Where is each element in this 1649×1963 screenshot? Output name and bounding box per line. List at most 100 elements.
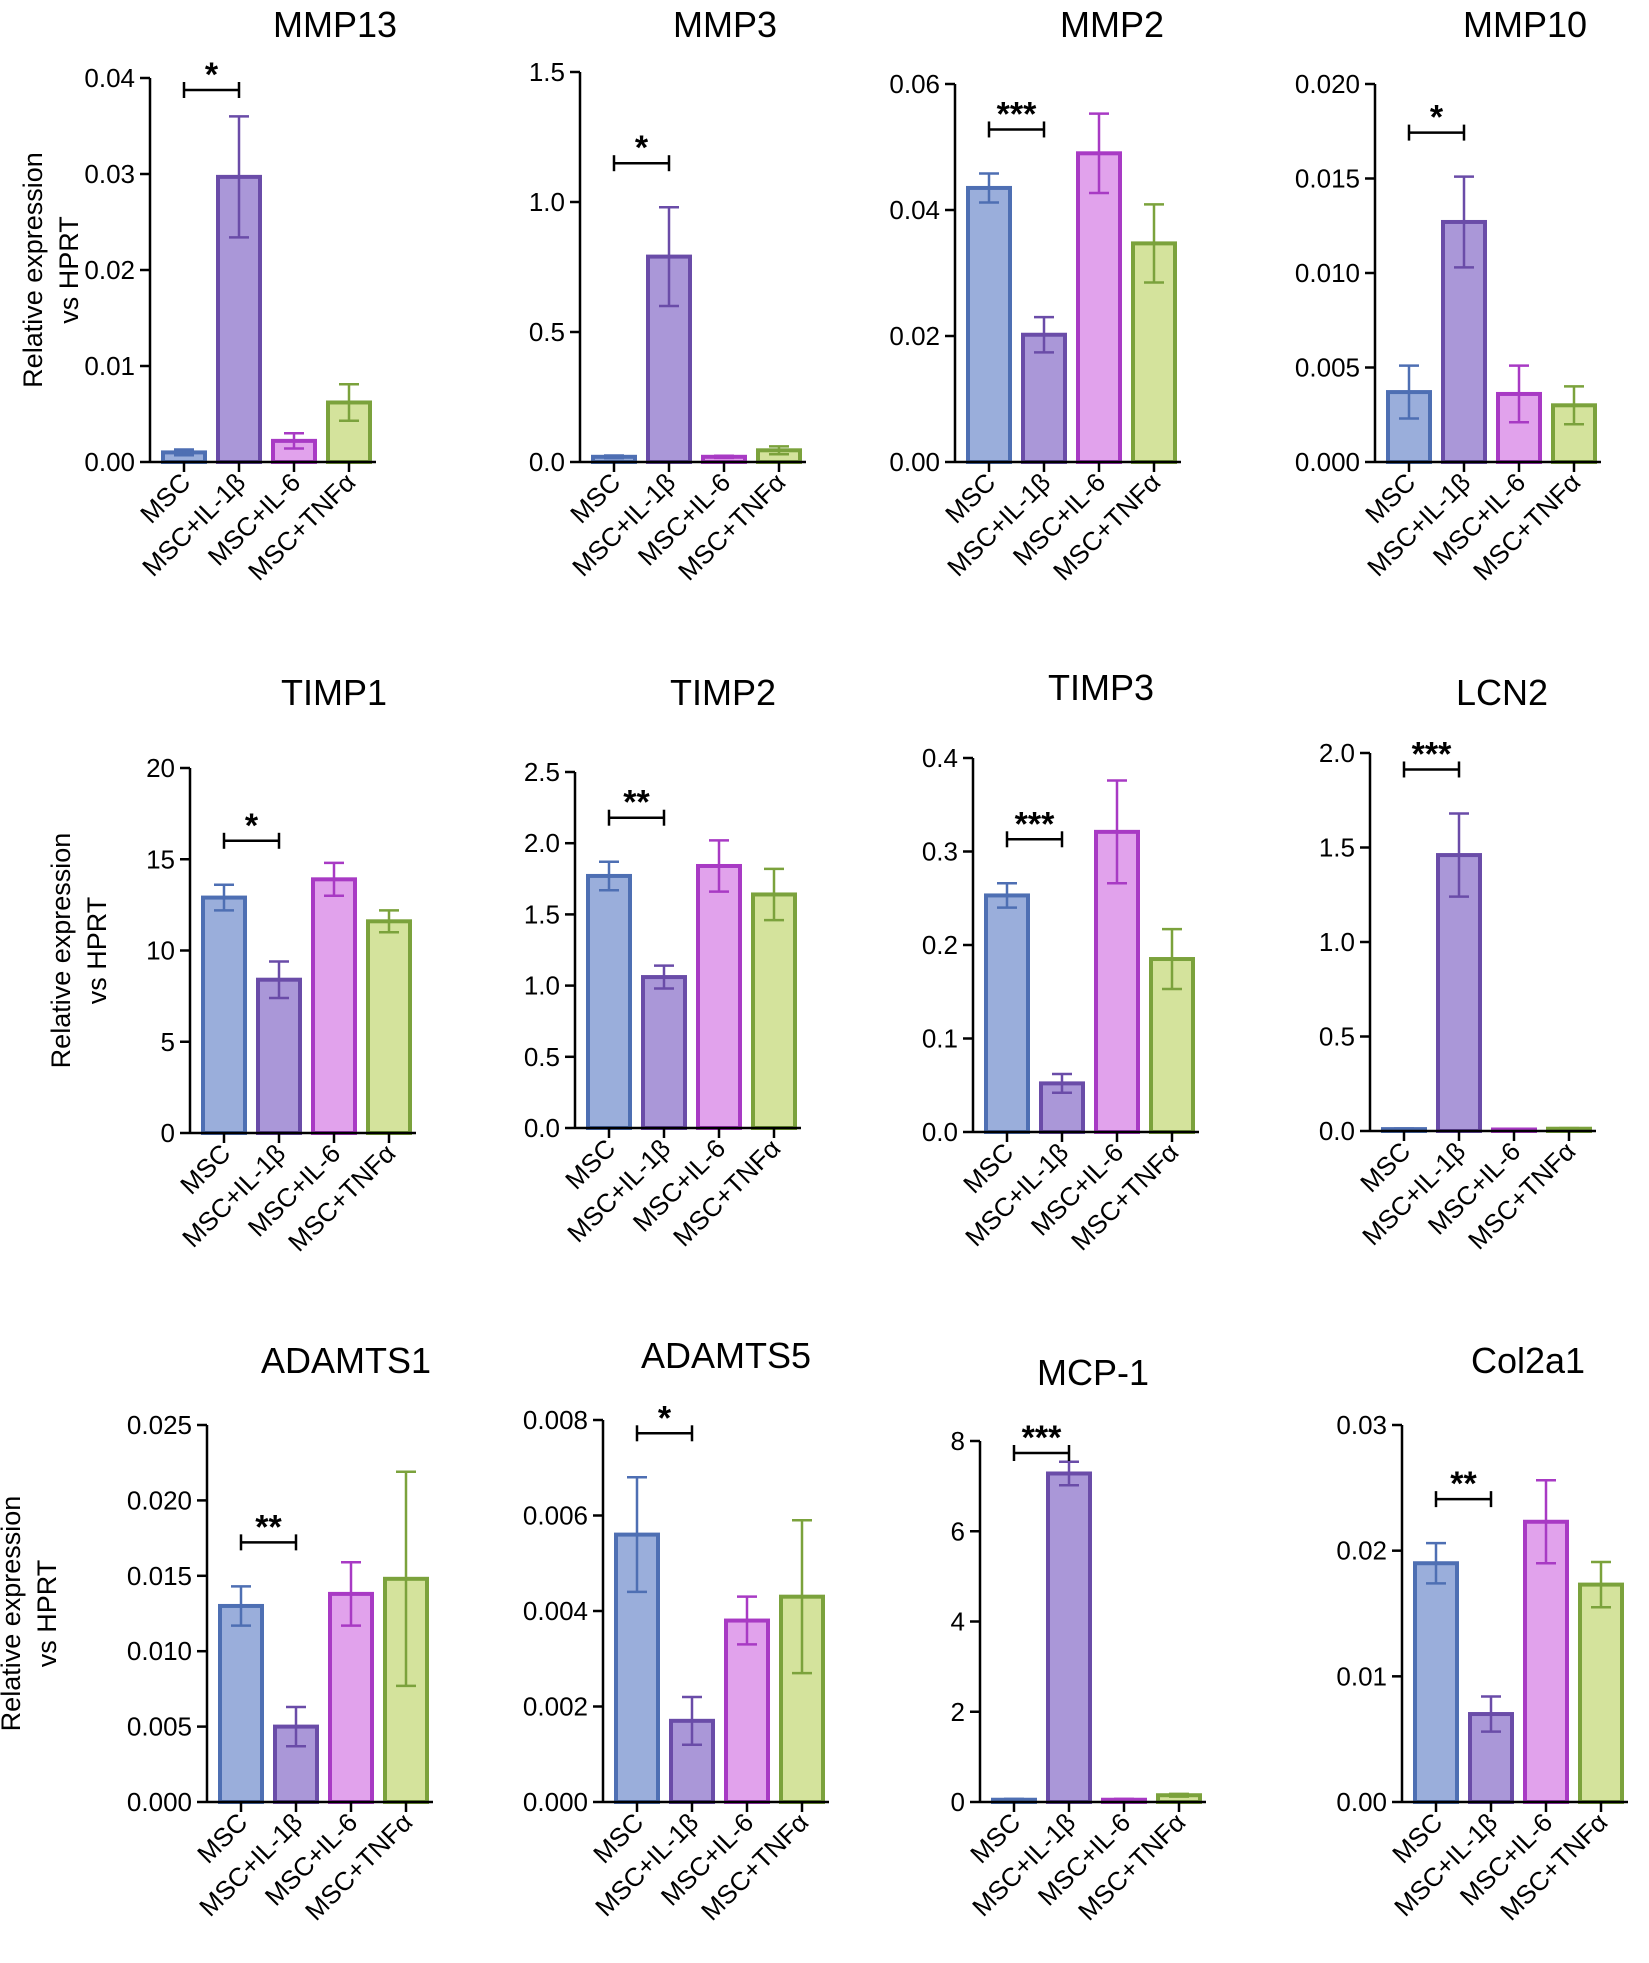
y-tick-label: 4 <box>951 1607 965 1637</box>
bar-msc+il-6 <box>1076 151 1122 465</box>
bar-msc+il-6 <box>696 863 742 1130</box>
error-bar <box>1107 779 1127 885</box>
y-tick-label: 0.020 <box>127 1485 192 1515</box>
y-tick-label: 2.5 <box>524 757 560 787</box>
significance-label: * <box>635 129 649 167</box>
error-bar <box>1034 315 1054 354</box>
error-bar <box>229 115 249 239</box>
significance-bracket <box>182 82 241 98</box>
y-tick-label: 0.008 <box>523 1405 588 1435</box>
significance-label: * <box>245 807 259 845</box>
chart-panel-mmp13: MMP130.000.010.020.030.04MSCMSC+IL-1βMSC… <box>18 4 397 586</box>
error-bar <box>764 867 784 922</box>
y-tick-label: 0.002 <box>523 1692 588 1722</box>
error-bar <box>714 454 734 460</box>
y-tick-label: 0.015 <box>1295 164 1360 194</box>
chart-panel-mmp3: MMP30.00.51.01.5MSCMSC+IL-1βMSC+IL-6MSC+… <box>529 4 806 586</box>
error-bar <box>599 860 619 892</box>
significance-label: * <box>658 1399 672 1437</box>
chart-title: MMP3 <box>673 4 777 45</box>
significance-bracket <box>987 121 1046 138</box>
y-axis-label: Relative expression <box>0 1496 26 1732</box>
y-tick-label: 0.010 <box>1295 258 1360 288</box>
bar-msc <box>586 873 632 1131</box>
y-tick-label: 20 <box>146 753 175 783</box>
y-tick-label: 0.010 <box>127 1636 192 1666</box>
error-bar <box>1536 1479 1556 1565</box>
bar-msc+il-1β <box>1436 853 1482 1133</box>
chart-panel-mmp2: MMP20.000.020.040.06MSCMSC+IL-1βMSC+IL-6… <box>889 4 1181 586</box>
error-bar <box>979 172 999 204</box>
y-tick-label: 0.01 <box>1336 1661 1387 1691</box>
y-tick-label: 0.020 <box>1295 69 1360 99</box>
y-tick-label: 0.1 <box>922 1024 958 1054</box>
chart-title: MMP10 <box>1463 4 1587 45</box>
bar-msc <box>966 185 1012 464</box>
error-bar <box>1144 203 1164 284</box>
error-bar <box>769 445 789 456</box>
y-tick-label: 0.04 <box>889 195 940 225</box>
y-tick-label: 0 <box>161 1118 175 1148</box>
y-tick-label: 0.000 <box>1295 447 1360 477</box>
y-tick-label: 0.000 <box>523 1787 588 1817</box>
chart-title: LCN2 <box>1456 672 1548 713</box>
y-tick-label: 0.00 <box>84 447 135 477</box>
chart-panel-adamts1: ADAMTS10.0000.0050.0100.0150.0200.025MSC… <box>0 1340 433 1926</box>
error-bar <box>997 882 1017 909</box>
y-tick-label: 0.02 <box>84 255 135 285</box>
error-bar <box>1089 112 1109 195</box>
significance-label: *** <box>1015 805 1055 843</box>
y-tick-label: 0.5 <box>524 1042 560 1072</box>
chart-panel-mcp-1: MCP-102468MSCMSC+IL-1βMSC+IL-6MSC+TNFα**… <box>951 1352 1206 1926</box>
significance-bracket <box>1402 761 1461 778</box>
bar-msc <box>218 1603 264 1804</box>
error-bar <box>1591 1560 1611 1609</box>
significance-label: ** <box>623 784 650 822</box>
error-bar <box>1426 1541 1446 1585</box>
error-bar <box>1114 1797 1134 1802</box>
error-bar <box>1169 1792 1189 1798</box>
significance-bracket <box>1012 1445 1071 1461</box>
y-tick-label: 1.5 <box>1319 833 1355 863</box>
y-tick-label: 0.025 <box>127 1410 192 1440</box>
error-bar <box>1399 364 1419 420</box>
chart-title: MCP-1 <box>1037 1352 1149 1393</box>
error-bar <box>379 909 399 934</box>
bar-msc+il-1β <box>1021 332 1067 464</box>
bar-msc+il-6 <box>724 1618 770 1805</box>
y-axis-label: Relative expression <box>18 152 48 388</box>
significance-bracket <box>635 1425 694 1442</box>
y-tick-label: 0.01 <box>84 351 135 381</box>
significance-label: * <box>205 56 219 94</box>
bar-msc+tnfα <box>366 919 412 1135</box>
chart-panel-mmp10: MMP100.0000.0050.0100.0150.020MSCMSC+IL-… <box>1295 4 1601 586</box>
chart-title: TIMP3 <box>1048 667 1154 708</box>
y-axis-label: vs HPRT <box>82 897 112 1005</box>
y-tick-label: 0.5 <box>1319 1022 1355 1052</box>
y-axis-label: vs HPRT <box>54 216 84 324</box>
significance-label: *** <box>1412 735 1452 773</box>
chart-title: TIMP2 <box>670 672 776 713</box>
y-tick-label: 0.02 <box>889 321 940 351</box>
y-axis-label: vs HPRT <box>32 1560 62 1668</box>
chart-title: MMP2 <box>1060 4 1164 45</box>
y-tick-label: 0.004 <box>523 1596 588 1626</box>
error-bar <box>654 964 674 990</box>
y-tick-label: 0.005 <box>127 1712 192 1742</box>
chart-title: TIMP1 <box>281 672 387 713</box>
error-bar <box>339 382 359 422</box>
significance-bracket <box>612 155 671 172</box>
y-tick-label: 10 <box>146 936 175 966</box>
bar-msc+il-1β <box>1046 1471 1092 1804</box>
significance-label: *** <box>997 95 1037 133</box>
significance-bracket <box>1434 1491 1493 1508</box>
chart-title: Col2a1 <box>1471 1340 1585 1381</box>
error-bar <box>324 861 344 897</box>
significance-bracket <box>607 809 666 826</box>
significance-bracket <box>239 1534 298 1551</box>
y-axis-label: Relative expression <box>46 833 76 1069</box>
error-bar <box>286 1705 306 1748</box>
error-bar <box>214 883 234 912</box>
chart-title: MMP13 <box>273 4 397 45</box>
bar-msc+tnfα <box>1578 1582 1624 1805</box>
